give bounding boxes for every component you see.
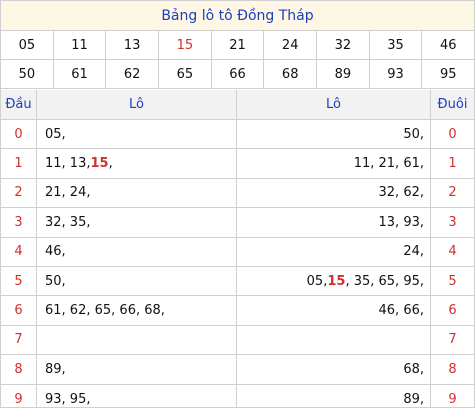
header-lo-left: Lô: [37, 90, 237, 119]
table-row: 5 50, 05, 15, 35, 65, 95, 5: [1, 266, 474, 297]
header-lo-right: Lô: [237, 90, 431, 119]
lo-left-cell: 46,: [37, 237, 237, 266]
lo-right-cell: 89,: [237, 384, 431, 408]
lo-right-cell: 32, 62,: [237, 178, 431, 208]
duoi-cell: 8: [448, 361, 457, 377]
lo-left-cell: 93, 95,: [37, 384, 237, 408]
header-duoi: Đuôi: [437, 97, 468, 112]
number-cell: 89: [317, 60, 370, 88]
number-cell: 65: [159, 60, 212, 88]
table-title-row: Bảng lô tô Đồng Tháp: [1, 1, 474, 31]
lo-text: 05,: [306, 273, 328, 289]
number-cell: 35: [370, 31, 423, 59]
duoi-cell: 5: [448, 273, 457, 289]
dau-cell: 1: [1, 149, 37, 178]
lo-left-cell: 05,: [37, 120, 237, 149]
dau-cell: 5: [1, 266, 37, 296]
header-dau: Đầu: [1, 90, 37, 119]
number-cell: 61: [54, 60, 107, 88]
lo-left-cell: 61, 62, 65, 66, 68,: [37, 296, 237, 325]
lo-right-cell: 24,: [237, 237, 431, 266]
table-row: 6 61, 62, 65, 66, 68, 46, 66, 6: [1, 296, 474, 326]
duoi-cell: 1: [448, 156, 457, 172]
duoi-cell: 0: [448, 126, 457, 142]
lo-left-cell: 50,: [37, 266, 237, 296]
duoi-cell: 9: [448, 391, 457, 407]
number-cell: 11: [54, 31, 107, 59]
number-cell: 62: [106, 60, 160, 88]
number-cell: 21: [212, 31, 265, 59]
table-row: 0 05, 50, 0: [1, 120, 474, 150]
lo-text: ,: [108, 156, 113, 172]
number-cell: 05: [1, 31, 54, 59]
numbers-row-1: 05 11 13 15 21 24 32 35 46: [1, 31, 474, 60]
lo-text: 11, 13,: [45, 156, 91, 172]
numbers-row-2: 50 61 62 65 66 68 89 93 95: [1, 60, 474, 89]
lo-right-cell: 05, 15, 35, 65, 95,: [237, 266, 431, 296]
number-cell: 66: [212, 60, 265, 88]
lo-right-cell: 13, 93,: [237, 208, 431, 237]
number-cell: 46: [439, 37, 457, 53]
dau-cell: 0: [1, 120, 37, 149]
dau-cell: 2: [1, 178, 37, 208]
dau-cell: 6: [1, 296, 37, 325]
number-cell: 24: [264, 31, 318, 59]
lo-highlighted-number: 15: [327, 273, 346, 289]
number-cell: 13: [106, 31, 160, 59]
table-title: Bảng lô tô Đồng Tháp: [161, 7, 314, 24]
dau-cell: 8: [1, 355, 37, 384]
table-row: 8 89, 68, 8: [1, 355, 474, 385]
dau-cell: 7: [1, 325, 37, 355]
lo-left-cell: 89,: [37, 355, 237, 384]
duoi-cell: 3: [448, 214, 457, 230]
lo-right-cell: [237, 325, 431, 355]
dau-cell: 4: [1, 237, 37, 266]
table-row: 4 46, 24, 4: [1, 237, 474, 267]
table-row: 2 21, 24, 32, 62, 2: [1, 178, 474, 209]
lo-right-cell: 68,: [237, 355, 431, 384]
duoi-cell: 2: [448, 185, 457, 201]
dau-cell: 9: [1, 384, 37, 408]
duoi-cell: 7: [448, 332, 457, 348]
number-cell: 95: [439, 66, 457, 82]
number-cell: 32: [317, 31, 370, 59]
number-cell: 50: [1, 60, 54, 88]
lo-left-cell: 11, 13, 15,: [37, 149, 237, 178]
dau-duoi-grid: Đầu Lô Lô Đuôi 0 05, 50, 0 1 11, 13, 15,…: [1, 90, 474, 408]
duoi-cell: 6: [448, 303, 457, 319]
lo-right-cell: 11, 21, 61,: [237, 149, 431, 178]
lo-right-cell: 50,: [237, 120, 431, 149]
lo-highlighted-number: 15: [90, 156, 109, 172]
lo-text: , 35, 65, 95,: [345, 273, 424, 289]
number-cell: 68: [264, 60, 318, 88]
table-row: 9 93, 95, 89, 9: [1, 384, 474, 408]
lo-left-cell: 32, 35,: [37, 208, 237, 237]
table-row: 3 32, 35, 13, 93, 3: [1, 208, 474, 238]
dau-cell: 3: [1, 208, 37, 237]
grid-header-row: Đầu Lô Lô Đuôi: [1, 90, 474, 120]
table-row: 1 11, 13, 15, 11, 21, 61, 1: [1, 149, 474, 179]
lo-left-cell: [37, 325, 237, 355]
number-cell: 93: [370, 60, 423, 88]
duoi-cell: 4: [448, 244, 457, 260]
lo-left-cell: 21, 24,: [37, 178, 237, 208]
table-row: 7 7: [1, 325, 474, 356]
lo-right-cell: 46, 66,: [237, 296, 431, 325]
number-cell-highlighted: 15: [159, 31, 212, 59]
